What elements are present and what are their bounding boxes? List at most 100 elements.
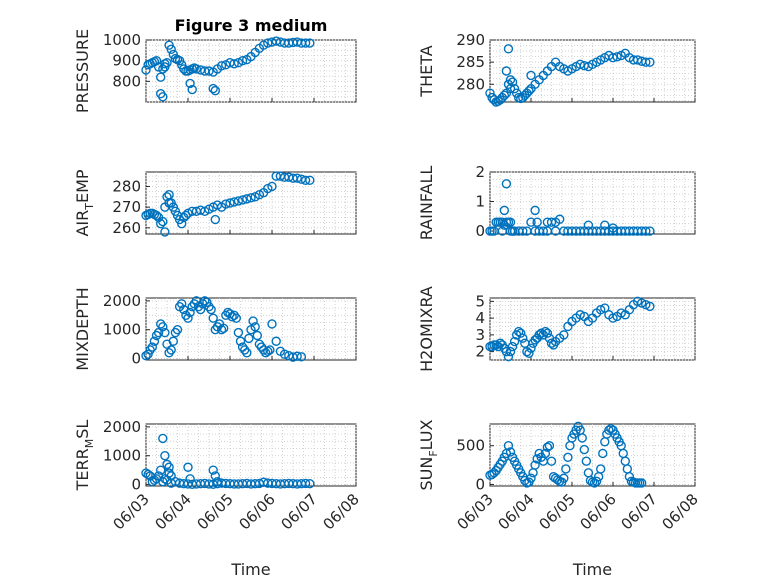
x-axis-label: Time xyxy=(230,560,270,579)
y-tick-label: 2000 xyxy=(103,292,141,310)
data-point xyxy=(191,64,202,74)
data-point xyxy=(489,95,499,105)
y-tick-label: 1000 xyxy=(103,31,141,49)
data-point xyxy=(487,341,497,352)
y-tick-label: 500 xyxy=(456,437,485,455)
data-point xyxy=(305,38,315,48)
data-point xyxy=(581,456,592,466)
data-point xyxy=(160,451,170,461)
data-point xyxy=(151,330,162,341)
data-point xyxy=(252,330,262,341)
y-tick-label: 5 xyxy=(475,292,485,310)
data-point xyxy=(183,462,193,472)
data-point xyxy=(501,217,512,227)
x-tick-label: 06/06 xyxy=(577,490,620,533)
x-tick-label: 06/08 xyxy=(659,490,702,533)
data-point xyxy=(258,345,269,355)
data-point xyxy=(600,220,610,230)
data-point xyxy=(524,86,534,96)
data-point xyxy=(520,475,530,486)
x-tick-label: 06/06 xyxy=(236,490,279,533)
data-point xyxy=(296,352,307,362)
y-tick-label: 1000 xyxy=(103,447,141,465)
data-point xyxy=(542,442,553,452)
y-tick-label: 2 xyxy=(475,343,485,361)
data-point xyxy=(237,55,248,66)
x-axis-label: Time xyxy=(572,560,612,579)
data-point xyxy=(212,476,223,487)
data-point xyxy=(563,452,573,463)
data-point xyxy=(229,310,239,321)
data-point xyxy=(509,336,520,347)
x-tick-label: 06/03 xyxy=(110,490,153,533)
x-tick-label: 06/05 xyxy=(536,490,579,533)
data-point xyxy=(166,478,176,488)
data-point xyxy=(263,346,273,357)
data-point xyxy=(518,333,528,343)
data-point xyxy=(225,309,235,319)
data-point xyxy=(164,198,174,208)
data-point xyxy=(204,66,214,76)
x-tick-label: 06/04 xyxy=(152,490,195,533)
data-point xyxy=(158,92,168,102)
data-point xyxy=(164,468,174,478)
data-point xyxy=(546,456,557,466)
data-point xyxy=(210,471,221,481)
data-point xyxy=(176,299,187,309)
data-point xyxy=(265,345,275,355)
data-point xyxy=(526,473,536,483)
data-point xyxy=(235,336,246,346)
x-tick-label: 06/08 xyxy=(320,490,363,533)
data-point xyxy=(231,313,242,323)
data-point xyxy=(509,84,520,94)
data-point xyxy=(536,328,546,338)
y-axis-label: THETA xyxy=(417,45,436,97)
data-point xyxy=(546,338,557,348)
data-point xyxy=(300,38,311,48)
data-point xyxy=(503,44,514,54)
data-point xyxy=(505,346,516,357)
y-tick-label: 280 xyxy=(112,177,141,195)
y-tick-label: 0 xyxy=(475,222,485,240)
x-tick-label: 06/05 xyxy=(194,490,237,533)
y-tick-label: 280 xyxy=(456,75,485,93)
y-tick-label: 270 xyxy=(112,198,141,216)
subplot-rainfall: 0 1 2 RAINFALL xyxy=(417,163,696,240)
data-point xyxy=(608,223,618,233)
data-point xyxy=(162,459,172,470)
data-point xyxy=(645,57,655,67)
data-point xyxy=(239,345,250,355)
data-point xyxy=(185,307,195,318)
data-point xyxy=(591,476,602,487)
y-tick-label: 0 xyxy=(131,350,141,368)
data-point xyxy=(244,333,254,344)
data-point xyxy=(155,319,166,329)
data-point xyxy=(168,336,179,346)
data-point xyxy=(596,464,606,474)
data-point xyxy=(641,57,651,67)
data-point xyxy=(632,55,643,65)
x-tick-label: 06/03 xyxy=(454,490,497,533)
data-point xyxy=(300,478,311,489)
data-point xyxy=(160,62,170,72)
data-point xyxy=(187,84,197,95)
data-point xyxy=(218,323,229,333)
data-point xyxy=(160,227,170,237)
data-point xyxy=(540,326,551,337)
data-point xyxy=(645,301,655,312)
data-point xyxy=(210,85,221,96)
data-point xyxy=(546,217,557,227)
data-point xyxy=(600,303,610,313)
data-point xyxy=(544,441,555,451)
data-point xyxy=(227,312,237,322)
y-tick-label: 285 xyxy=(456,53,485,71)
data-point xyxy=(151,55,162,66)
data-point xyxy=(530,460,540,470)
data-point xyxy=(501,346,512,357)
data-point xyxy=(575,310,585,320)
y-tick-label: 290 xyxy=(456,31,485,49)
data-point xyxy=(155,218,166,229)
data-point xyxy=(305,175,315,185)
data-point xyxy=(559,473,569,483)
